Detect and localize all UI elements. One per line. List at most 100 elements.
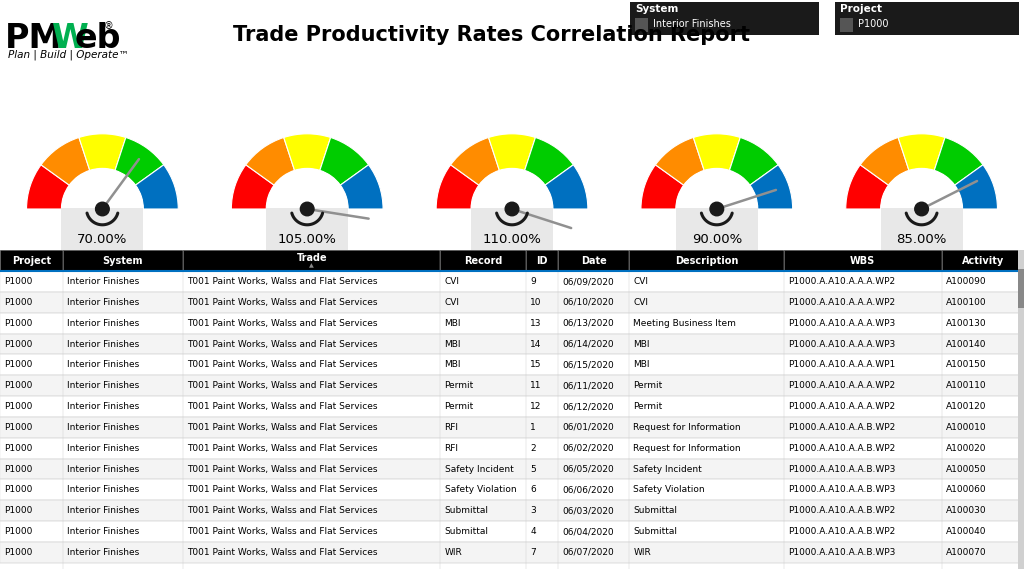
- FancyBboxPatch shape: [0, 313, 1024, 333]
- Text: 9: 9: [530, 277, 537, 286]
- Text: Safety Incident: Safety Incident: [634, 464, 702, 473]
- Text: Record: Record: [464, 256, 503, 266]
- Text: P1000: P1000: [4, 527, 33, 536]
- Text: Submittal: Submittal: [444, 527, 488, 536]
- Wedge shape: [319, 138, 369, 185]
- Text: T001 Paint Works, Walss and Flat Services: T001 Paint Works, Walss and Flat Service…: [187, 319, 378, 328]
- Text: PM: PM: [5, 22, 62, 55]
- Text: A100020: A100020: [946, 444, 986, 453]
- Text: Interior Finishes: Interior Finishes: [67, 485, 139, 494]
- Text: 06/11/2020: 06/11/2020: [562, 381, 614, 390]
- FancyBboxPatch shape: [526, 250, 558, 271]
- Text: 06/03/2020: 06/03/2020: [562, 506, 614, 515]
- Text: P1000.A.A10.A.A.B.WP3: P1000.A.A10.A.A.B.WP3: [787, 485, 895, 494]
- Text: eb: eb: [75, 22, 121, 55]
- FancyBboxPatch shape: [0, 542, 1024, 563]
- Text: T001 Paint Works, Walss and Flat
Services: T001 Paint Works, Walss and Flat Service…: [19, 86, 185, 106]
- Text: P1000: P1000: [4, 340, 33, 349]
- Bar: [266, 208, 348, 250]
- Text: T001 Paint Works, Walss and Flat Services: T001 Paint Works, Walss and Flat Service…: [187, 340, 378, 349]
- Text: 70.00%: 70.00%: [77, 233, 128, 246]
- Text: T001 Paint Works, Walss and Flat Services: T001 Paint Works, Walss and Flat Service…: [187, 277, 378, 286]
- Text: A100050: A100050: [946, 464, 986, 473]
- Text: Trade Productivity Rates Correlation Report: Trade Productivity Rates Correlation Rep…: [233, 24, 750, 44]
- Text: A100100: A100100: [946, 298, 986, 307]
- Circle shape: [505, 202, 519, 216]
- Text: CVI: CVI: [444, 298, 460, 307]
- Text: P1000: P1000: [4, 319, 33, 328]
- Text: Request for Information: Request for Information: [634, 423, 741, 432]
- Text: 06/10/2020: 06/10/2020: [562, 298, 614, 307]
- Text: Trade: Trade: [297, 253, 327, 263]
- Text: Interior Finishes: Interior Finishes: [67, 381, 139, 390]
- Text: A100060: A100060: [946, 485, 986, 494]
- Text: Activity: Activity: [962, 256, 1004, 266]
- Text: T001 Paint Works, Walss and Flat Services: T001 Paint Works, Walss and Flat Service…: [187, 360, 378, 369]
- Circle shape: [300, 202, 314, 216]
- Text: 13: 13: [530, 319, 542, 328]
- FancyBboxPatch shape: [0, 459, 1024, 480]
- Text: P1000.A.A10.A.A.A.WP2: P1000.A.A10.A.A.A.WP2: [787, 402, 895, 411]
- FancyBboxPatch shape: [783, 250, 942, 271]
- Text: T001 Paint Works, Walss and Flat Services: T001 Paint Works, Walss and Flat Service…: [187, 527, 378, 536]
- Wedge shape: [27, 165, 70, 209]
- Wedge shape: [436, 165, 479, 209]
- Text: P1000.A.A10.A.A.B.WP2: P1000.A.A10.A.A.B.WP2: [787, 444, 895, 453]
- FancyBboxPatch shape: [635, 18, 648, 32]
- Circle shape: [95, 202, 110, 216]
- Text: P1000: P1000: [4, 277, 33, 286]
- Text: T005 XXXXXXXX XXXXX XXXXX
XXXXXXXrvices: T005 XXXXXXXX XXXXX XXXXX XXXXXXXrvices: [844, 86, 999, 106]
- Text: CVI: CVI: [634, 277, 648, 286]
- Text: MBI: MBI: [634, 360, 650, 369]
- Text: ▲: ▲: [309, 263, 314, 269]
- Wedge shape: [246, 138, 295, 185]
- Text: P1000.A.A10.A.A.A.WP3: P1000.A.A10.A.A.A.WP3: [787, 340, 895, 349]
- FancyBboxPatch shape: [0, 521, 1024, 542]
- Text: P1000: P1000: [4, 298, 33, 307]
- Text: MBI: MBI: [444, 340, 461, 349]
- Text: Interior Finishes: Interior Finishes: [67, 506, 139, 515]
- Wedge shape: [340, 165, 383, 209]
- Text: T001 Paint Works, Walss and Flat Services: T001 Paint Works, Walss and Flat Service…: [187, 381, 378, 390]
- Wedge shape: [693, 134, 740, 170]
- Text: 10: 10: [530, 298, 542, 307]
- Text: T001 Paint Works, Walss and Flat Services: T001 Paint Works, Walss and Flat Service…: [187, 548, 378, 557]
- Text: 90.00%: 90.00%: [691, 233, 742, 246]
- Text: 06/01/2020: 06/01/2020: [562, 423, 614, 432]
- FancyBboxPatch shape: [440, 250, 526, 271]
- FancyBboxPatch shape: [630, 250, 783, 271]
- Text: Safety Violation: Safety Violation: [634, 485, 705, 494]
- Text: A100140: A100140: [946, 340, 986, 349]
- Text: Interior Finishes: Interior Finishes: [653, 19, 731, 29]
- Text: MBI: MBI: [444, 360, 461, 369]
- Text: CVI: CVI: [444, 277, 460, 286]
- Wedge shape: [231, 165, 274, 209]
- Text: 06/05/2020: 06/05/2020: [562, 464, 614, 473]
- Text: 105.00%: 105.00%: [278, 233, 337, 246]
- Text: T003 XXXXXXXX XXXXX XXXXX
XXXXXXXlat Services: T003 XXXXXXXX XXXXX XXXXX XXXXXXXlat Ser…: [434, 86, 590, 106]
- Text: Interior Finishes: Interior Finishes: [67, 298, 139, 307]
- FancyBboxPatch shape: [840, 18, 853, 32]
- Text: RFI: RFI: [444, 444, 459, 453]
- Text: ID: ID: [537, 256, 548, 266]
- Text: Project: Project: [840, 4, 882, 14]
- Text: 06/04/2020: 06/04/2020: [562, 527, 614, 536]
- Text: A100030: A100030: [946, 506, 986, 515]
- Text: P1000.A.A10.A.A.A.WP1: P1000.A.A10.A.A.A.WP1: [787, 360, 895, 369]
- Text: Interior Finishes: Interior Finishes: [67, 444, 139, 453]
- Text: T004 XXXXXXXX XXXXX XXXXX
XXXXXXX: T004 XXXXXXXX XXXXX XXXXX XXXXXXX: [639, 86, 795, 106]
- Wedge shape: [676, 168, 758, 209]
- Wedge shape: [750, 165, 793, 209]
- Text: Interior Finishes: Interior Finishes: [67, 423, 139, 432]
- Text: T001 Paint Works, Walss and Flat Services: T001 Paint Works, Walss and Flat Service…: [187, 298, 378, 307]
- Text: Interior Finishes: Interior Finishes: [67, 402, 139, 411]
- Text: T001 Paint Works, Walss and Flat Services: T001 Paint Works, Walss and Flat Service…: [187, 485, 378, 494]
- Text: Interior Finishes: Interior Finishes: [67, 527, 139, 536]
- Wedge shape: [115, 138, 164, 185]
- Text: Request for Information: Request for Information: [634, 444, 741, 453]
- Wedge shape: [934, 138, 983, 185]
- Wedge shape: [451, 138, 500, 185]
- Text: P1000: P1000: [4, 402, 33, 411]
- Text: Meeting Business Item: Meeting Business Item: [634, 319, 736, 328]
- Text: P1000: P1000: [4, 464, 33, 473]
